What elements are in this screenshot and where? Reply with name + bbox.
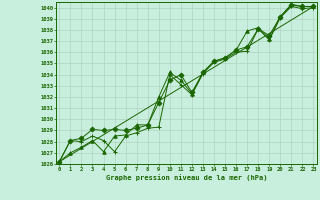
X-axis label: Graphe pression niveau de la mer (hPa): Graphe pression niveau de la mer (hPa): [106, 175, 267, 181]
